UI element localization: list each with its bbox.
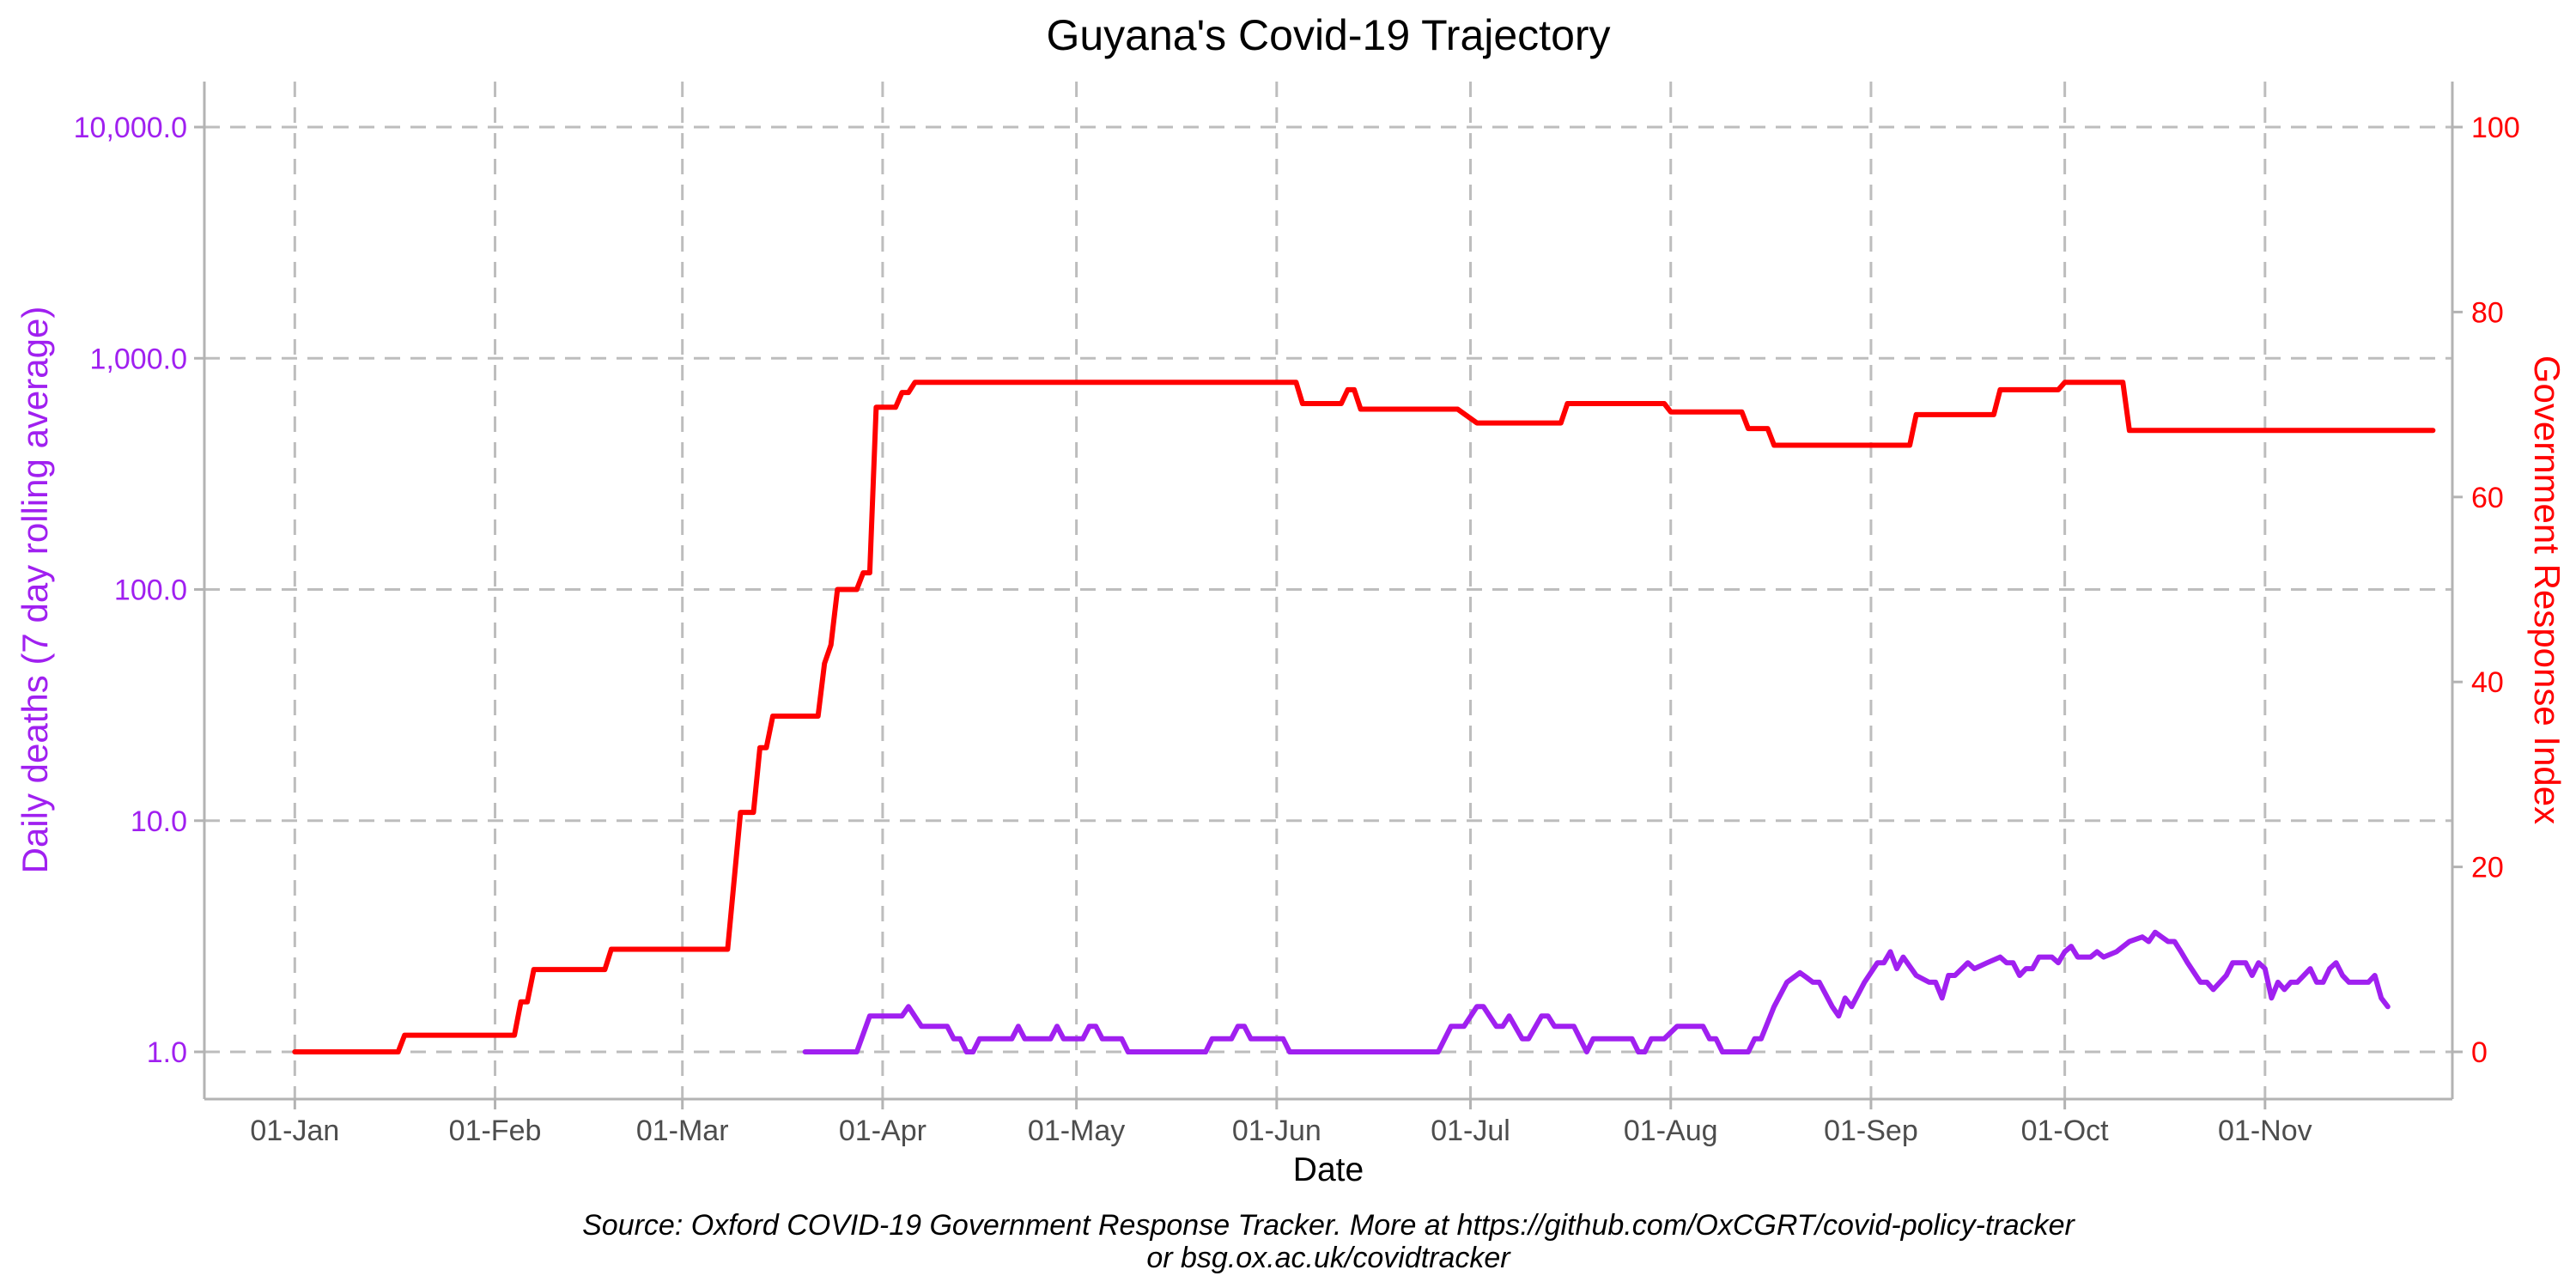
x-tick-label: 01-May xyxy=(1028,1115,1125,1147)
right-tick-label: 40 xyxy=(2471,666,2504,699)
x-tick-label: 01-Nov xyxy=(2218,1115,2312,1147)
left-tick-label: 1.0 xyxy=(147,1036,187,1069)
right-y-axis-label: Government Response Index xyxy=(2527,355,2567,824)
x-axis-label: Date xyxy=(1293,1151,1364,1188)
source-caption-line-2: or bsg.ox.ac.uk/covidtracker xyxy=(1146,1242,1511,1274)
response-index-line xyxy=(292,380,2436,1054)
left-tick-label: 100.0 xyxy=(114,574,187,607)
right-tick-label: 80 xyxy=(2471,296,2504,329)
right-tick-label: 0 xyxy=(2471,1036,2488,1069)
chart-title: Guyana's Covid-19 Trajectory xyxy=(1046,11,1610,59)
x-tick-label: 01-Apr xyxy=(839,1115,927,1147)
left-tick-label: 1,000.0 xyxy=(90,343,187,375)
source-caption-line-1: Source: Oxford COVID-19 Government Respo… xyxy=(582,1209,2075,1242)
right-tick-label: 60 xyxy=(2471,482,2504,514)
x-axis-ticks: 01-Jan 01-Feb 01-Mar 01-Apr 01-May 01-Jun 01-J… xyxy=(250,1099,2312,1147)
x-tick-label: 01-Jul xyxy=(1431,1115,1510,1147)
left-y-axis-label: Daily deaths (7 day rolling average) xyxy=(15,307,55,874)
x-tick-label: 01-Oct xyxy=(2021,1115,2110,1147)
x-gridlines xyxy=(293,82,2267,1099)
daily-deaths-line xyxy=(802,929,2391,1054)
right-tick-label: 100 xyxy=(2471,112,2520,144)
series-layer xyxy=(292,380,2436,1054)
y-gridlines xyxy=(204,125,2452,1054)
x-tick-label: 01-Jan xyxy=(250,1115,339,1147)
x-tick-label: 01-Feb xyxy=(449,1115,542,1147)
x-tick-label: 01-Sep xyxy=(1824,1115,1918,1147)
x-tick-label: 01-Aug xyxy=(1624,1115,1718,1147)
left-axis-ticks: 1.0 10.0 100.0 1,000.0 10,000.0 xyxy=(74,112,204,1069)
right-axis-ticks: 0 20 40 60 80 100 xyxy=(2452,112,2520,1069)
x-tick-label: 01-Jun xyxy=(1232,1115,1321,1147)
right-tick-label: 20 xyxy=(2471,852,2504,884)
x-tick-label: 01-Mar xyxy=(636,1115,729,1147)
left-tick-label: 10,000.0 xyxy=(74,112,187,144)
left-tick-label: 10.0 xyxy=(131,805,187,838)
